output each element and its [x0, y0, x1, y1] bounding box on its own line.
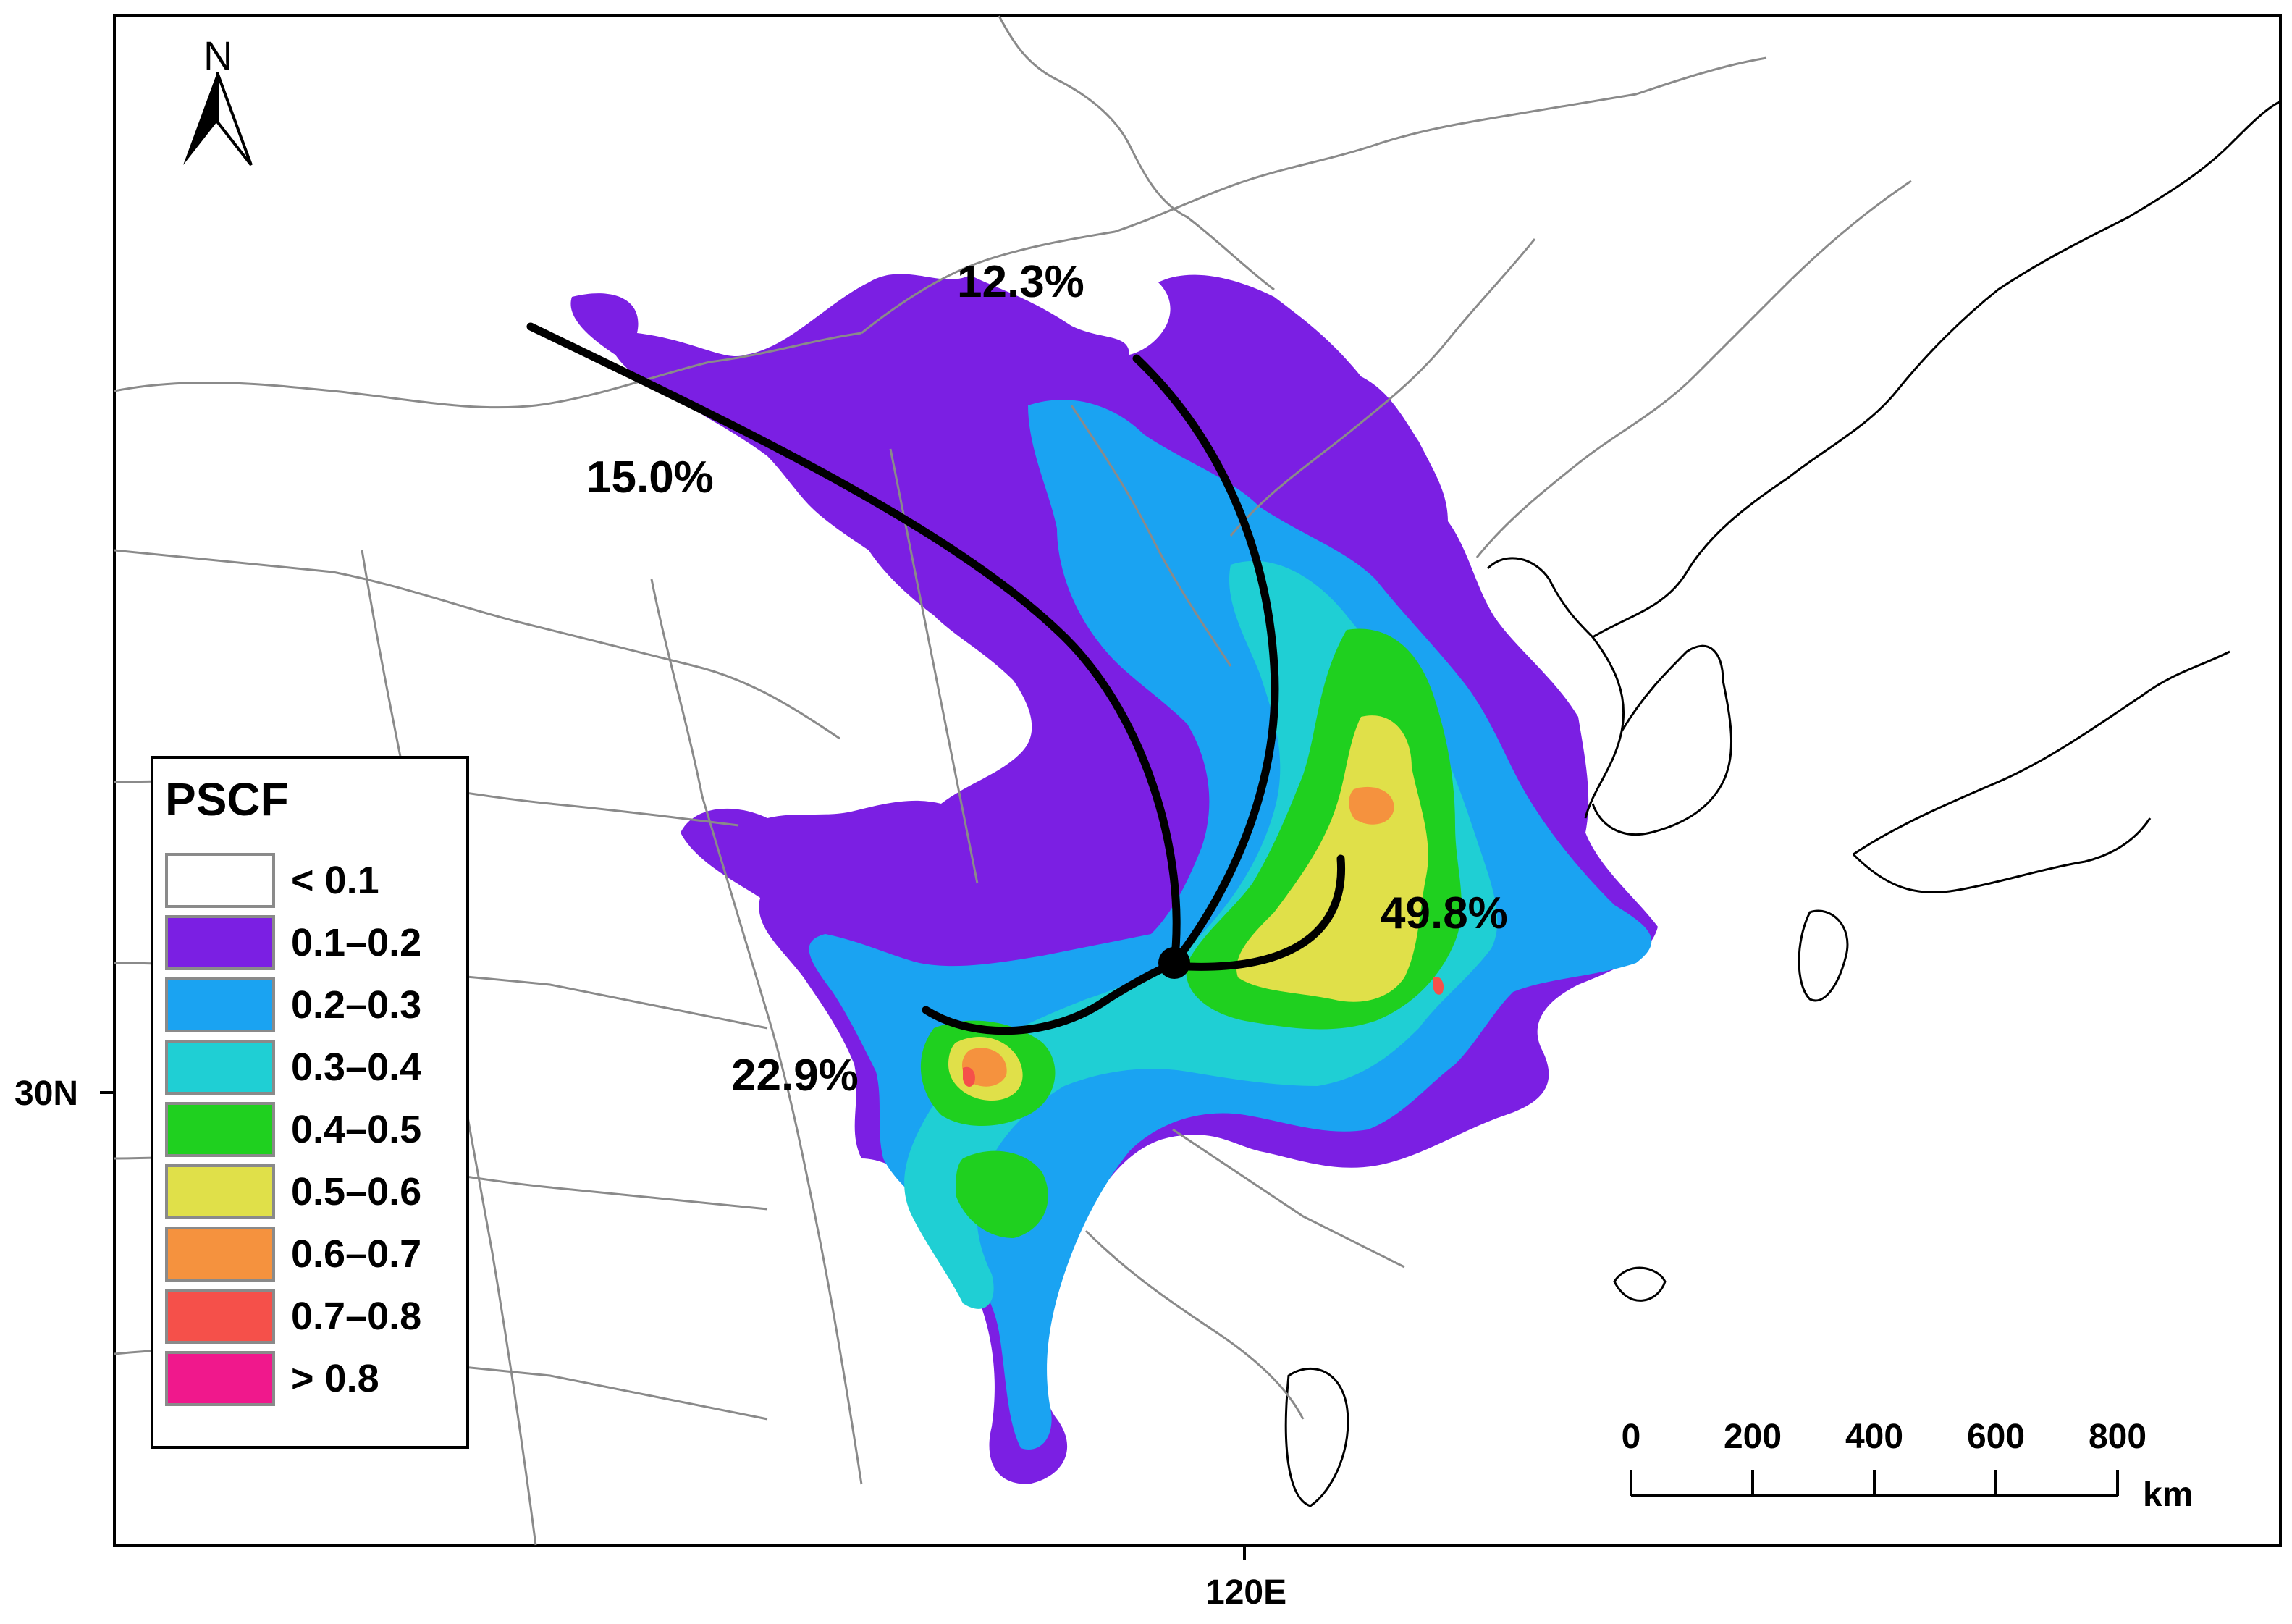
legend-swatch [165, 1040, 275, 1095]
cluster-label-northwest: 15.0% [586, 453, 714, 502]
trajectory-northwest [526, 322, 1181, 967]
pscf-band-0.7-0.8-w [963, 1066, 975, 1087]
legend-swatch [165, 853, 275, 908]
scale-tick-800: 800 [2089, 1418, 2146, 1456]
legend-swatch [165, 1102, 275, 1157]
north-arrow-icon [183, 72, 217, 165]
legend-swatch [165, 1351, 275, 1406]
pscf-band-0.6-0.7 [1349, 786, 1394, 825]
admin-borders [114, 15, 1912, 1546]
legend-label: 0.1–0.2 [291, 921, 421, 964]
scale-tick-600: 600 [1967, 1418, 2025, 1456]
pscf-band-0.1-0.2 [570, 274, 1658, 1485]
legend-label: 0.2–0.3 [291, 983, 421, 1027]
legend-label: 0.5–0.6 [291, 1170, 421, 1213]
legend-title: PSCF [165, 773, 289, 825]
cluster-label-north: 12.3% [957, 257, 1084, 307]
legend-label: 0.6–0.7 [291, 1232, 421, 1276]
cluster-labels: 15.0% 12.3% 49.8% 22.9% [586, 257, 1508, 1101]
latitude-label: 30N [14, 1074, 78, 1113]
legend-swatch [165, 915, 275, 970]
longitude-label: 120E [1205, 1573, 1286, 1612]
legend: PSCF < 0.1 0.1–0.2 0.2–0.3 0.3–0.4 0.4–0.5 0.… [151, 756, 469, 1449]
legend-label: 0.7–0.8 [291, 1295, 421, 1338]
coastlines [1284, 100, 2281, 1507]
pscf-band-0.5-0.6 [1236, 715, 1428, 1002]
legend-label: 0.3–0.4 [291, 1045, 421, 1089]
trajectory-east [1183, 854, 1346, 971]
legend-label: < 0.1 [291, 859, 379, 902]
receptor-site [1158, 947, 1190, 979]
legend-swatch [165, 1164, 275, 1219]
scale-tick-400: 400 [1845, 1418, 1903, 1456]
scale-bar: 0 200 400 600 800 km [1622, 1418, 2194, 1514]
cluster-label-east: 49.8% [1381, 888, 1508, 938]
scale-tick-0: 0 [1622, 1418, 1641, 1456]
pscf-band-0.7-0.8-e [1433, 977, 1444, 995]
trajectory-southwest [922, 959, 1179, 1035]
trajectory-north [1132, 354, 1279, 967]
north-arrow: N [183, 33, 253, 167]
legend-swatch [165, 1227, 275, 1282]
north-label: N [203, 33, 232, 78]
cluster-label-southwest: 22.9% [731, 1051, 859, 1101]
pscf-band-0.4-0.5-s [956, 1150, 1048, 1238]
legend-label: 0.4–0.5 [291, 1108, 421, 1151]
axes: 30N 120E [14, 1074, 1286, 1612]
legend-items: < 0.1 0.1–0.2 0.2–0.3 0.3–0.4 0.4–0.5 0.5–0.6… [165, 853, 421, 1406]
scale-tick-200: 200 [1724, 1418, 1782, 1456]
trajectories [526, 322, 1346, 1035]
legend-swatch [165, 1289, 275, 1344]
legend-swatch [165, 977, 275, 1032]
pscf-contours [570, 274, 1658, 1485]
scale-unit: km [2143, 1476, 2193, 1514]
legend-label: > 0.8 [291, 1357, 379, 1400]
